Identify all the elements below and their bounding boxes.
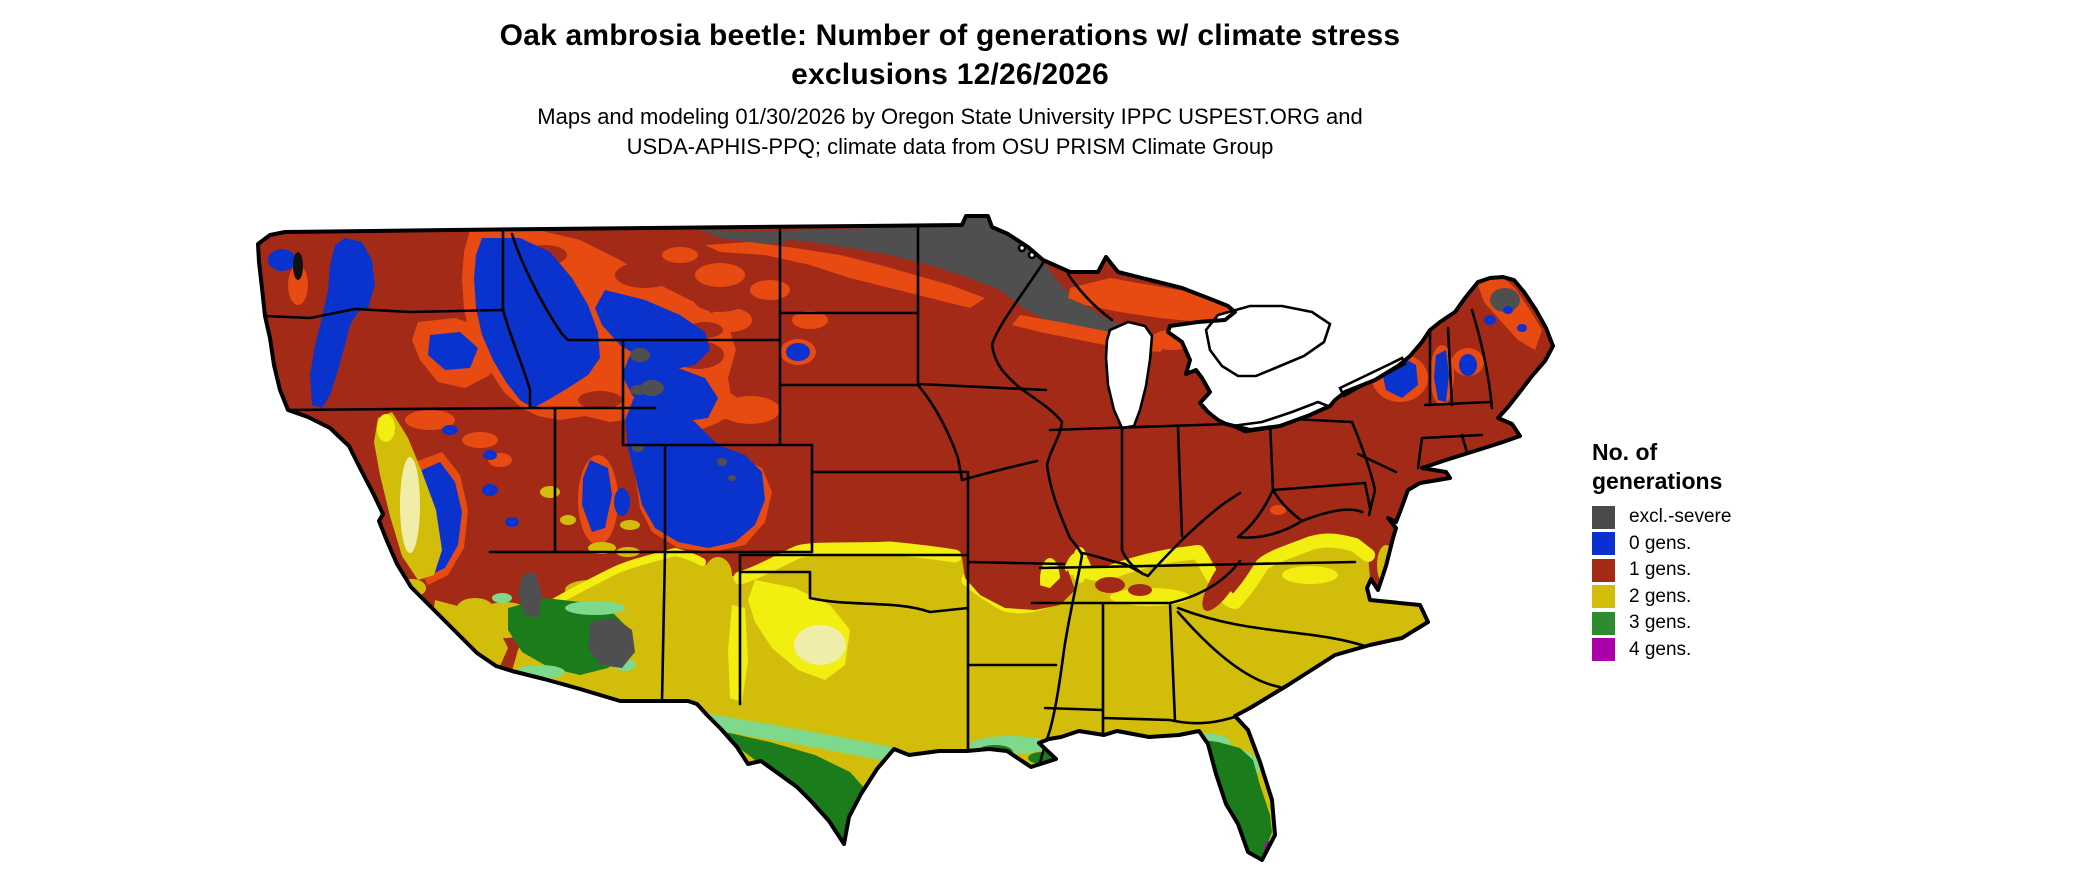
legend-item: 0 gens. [1592, 532, 1812, 556]
map-subtitle-line1: Maps and modeling 01/30/2026 by Oregon S… [537, 104, 1363, 129]
legend-title-line1: No. of [1592, 439, 1658, 465]
legend: No. of generations excl.-severe 0 gens. 1 … [1592, 438, 1812, 664]
state-borders [263, 222, 1494, 765]
page-subtitle: Maps and modeling 01/30/2026 by Oregon S… [0, 102, 1900, 162]
page-title: Oak ambrosia beetle: Number of generatio… [0, 16, 1900, 94]
lake-michigan [1104, 320, 1154, 430]
map-subtitle-line2: USDA-APHIS-PPQ; climate data from OSU PR… [626, 134, 1274, 159]
legend-title-line2: generations [1592, 468, 1723, 494]
us-map-svg [256, 214, 1555, 862]
legend-swatch-g0 [1592, 532, 1615, 555]
us-outline [256, 214, 1555, 862]
legend-item: 3 gens. [1592, 611, 1812, 635]
legend-swatch-g3 [1592, 611, 1615, 635]
legend-swatch-g4 [1592, 638, 1615, 661]
4gen-magenta-regions [832, 840, 1276, 859]
lake-huron [1204, 304, 1332, 378]
map-title-line1: Oak ambrosia beetle: Number of generatio… [499, 19, 1401, 52]
legend-label: excl.-severe [1629, 506, 1732, 527]
legend-label: 3 gens. [1629, 612, 1692, 633]
legend-swatch-g2 [1592, 585, 1615, 608]
legend-label: 2 gens. [1629, 585, 1692, 607]
legend-item: excl.-severe [1592, 505, 1812, 529]
us-map [250, 160, 1570, 890]
map-title-line2: exclusions 12/26/2026 [791, 58, 1109, 91]
legend-swatch-g1 [1592, 558, 1615, 582]
legend-title: No. of generations [1592, 438, 1812, 496]
legend-label: 1 gens. [1629, 559, 1692, 580]
legend-label: 4 gens. [1629, 638, 1692, 660]
legend-item: 2 gens. [1592, 585, 1812, 609]
legend-item: 4 gens. [1592, 638, 1812, 662]
legend-items: excl.-severe 0 gens. 1 gens. 2 gens. 3 gens.… [1592, 505, 1812, 662]
legend-swatch-excl [1592, 505, 1615, 529]
legend-item: 1 gens. [1592, 558, 1812, 582]
legend-label: 0 gens. [1629, 532, 1692, 554]
